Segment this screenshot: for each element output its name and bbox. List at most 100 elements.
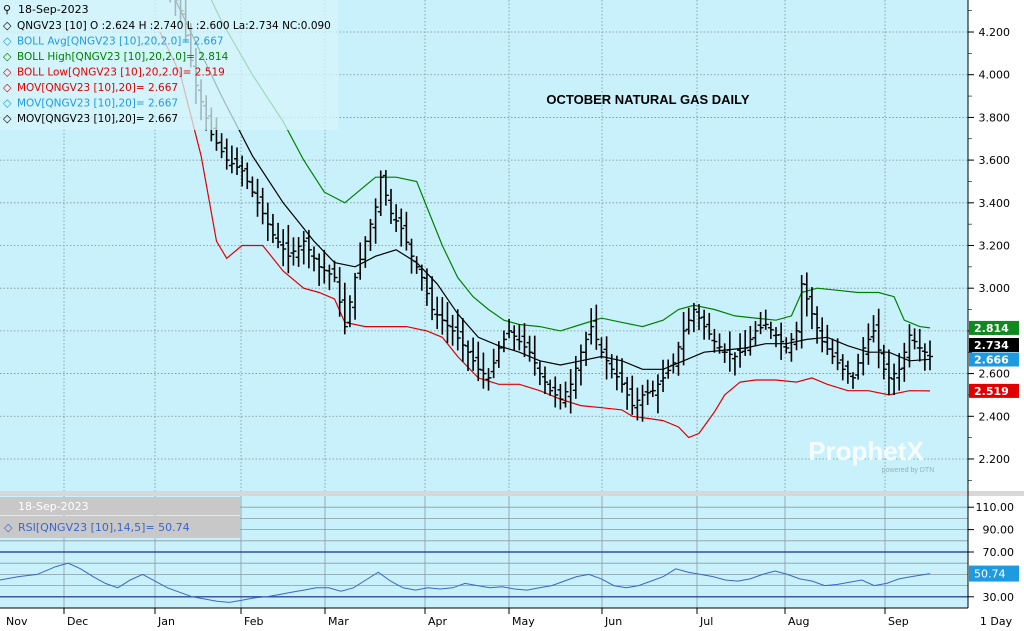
price-bar (521, 323, 528, 358)
magnifier-icon: ⚲ (3, 4, 11, 16)
price-bar (531, 335, 538, 376)
price-bar (762, 309, 769, 330)
price-bar (752, 321, 759, 347)
price-bar (465, 340, 471, 372)
price-bar (418, 264, 425, 291)
price-bar (295, 237, 302, 267)
price-bar (788, 332, 795, 362)
price-bar (341, 282, 348, 335)
price-tick-label: 2.400 (979, 410, 1011, 423)
price-bar (377, 170, 384, 217)
rsi-series (0, 562, 931, 603)
panel-separator[interactable] (0, 491, 1024, 496)
price-bar (603, 336, 610, 380)
month-label: Jan (157, 615, 175, 628)
rsi-last-value-badge (969, 565, 1019, 582)
price-bar (860, 337, 867, 376)
price-bar (459, 317, 466, 362)
price-bar (834, 338, 841, 371)
legend-entry: BOLL Low[QNGV23 [10],20,2.0]= 2.519 (17, 67, 225, 79)
right-axis-panel (968, 0, 1024, 631)
price-bar (408, 238, 415, 274)
legend-entry: MOV[QNGV23 [10],20]= 2.667 (17, 98, 178, 110)
price-bar (726, 331, 733, 372)
price-bar (731, 352, 738, 376)
price-bar (660, 359, 667, 393)
price-bar (290, 237, 297, 266)
price-bar (690, 302, 697, 333)
price-bar (783, 337, 790, 354)
price-bar (608, 354, 615, 379)
price-bar (552, 376, 559, 408)
price-tick-label: 4.200 (979, 26, 1011, 39)
price-bar (423, 268, 430, 306)
last-value-badge (969, 352, 1019, 367)
last-value-badge (969, 383, 1019, 398)
price-bar (567, 369, 574, 414)
price-bar (280, 229, 287, 267)
month-label: Nov (6, 615, 28, 628)
price-bar (542, 366, 548, 395)
price-bar (634, 387, 641, 421)
price-bar (613, 355, 620, 391)
price-bar (588, 308, 595, 345)
price-bar (706, 312, 713, 340)
price-bar (654, 374, 661, 414)
price-bar (249, 176, 256, 198)
month-label: Dec (67, 615, 88, 628)
price-bar (711, 328, 718, 353)
rsi-diamond-icon: ◇ (4, 522, 13, 534)
legend-entry: QNGV23 [10] O :2.624 H :2.740 L :2.600 L… (17, 20, 331, 32)
legend-entry: BOLL High[QNGV23 [10],20,2.0]= 2.814 (17, 51, 229, 63)
price-bar (583, 331, 590, 366)
price-bar (850, 372, 856, 389)
price-bar (500, 330, 507, 353)
price-bar (346, 295, 353, 328)
price-bar (485, 368, 492, 391)
interval-label[interactable]: 1 Day (980, 615, 1013, 628)
price-bar (757, 311, 764, 335)
last-value-text: 2.814 (974, 322, 1009, 335)
month-label: Sep (888, 615, 909, 628)
legend-entry: MOV[QNGV23 [10],20]= 2.667 (17, 82, 178, 94)
watermark-sub: powered by DTN (882, 467, 935, 474)
legend: 18-Sep-2023 ⚲ ◇ QNGV23 [10] O :2.624 H :2.7… (3, 3, 331, 125)
month-label: Aug (788, 615, 809, 628)
month-axis: Nov Dec Jan Feb Mar Apr May Jun Jul Aug Sep (0, 0, 969, 628)
rsi-last-value-text: 50.74 (974, 568, 1006, 581)
price-tick-label: 3.200 (979, 240, 1011, 253)
price-bar (629, 375, 636, 415)
price-bar (429, 276, 436, 321)
price-bar (880, 344, 887, 380)
rsi-tick-label: 110.00 (976, 501, 1015, 514)
price-bar (844, 360, 851, 384)
price-tick-label: 3.800 (979, 111, 1011, 124)
price-bar (562, 381, 569, 408)
price-bar (906, 324, 913, 368)
price-tick-label: 2.600 (979, 368, 1011, 381)
price-bar (891, 363, 898, 396)
price-bar (721, 343, 728, 363)
price-bar (393, 204, 400, 232)
month-label: Feb (244, 615, 263, 628)
price-bar (875, 308, 882, 369)
series-line-boll-avg (174, 0, 931, 370)
price-bar (639, 384, 646, 422)
price-bar (547, 379, 554, 396)
legend-diamond-icon: ◇ (3, 113, 12, 125)
legend-diamond-icon: ◇ (3, 20, 12, 32)
price-bar (870, 315, 877, 343)
legend-diamond-icon: ◇ (3, 67, 12, 79)
rsi-header-label-box (0, 516, 240, 538)
rsi-header-text: RSI[QNGV23 [10],14,5]= 50.74 (18, 521, 190, 534)
price-bar (516, 324, 523, 351)
rsi-header-date: 18-Sep-2023 (18, 500, 89, 513)
price-bar (803, 272, 810, 317)
price-bar (814, 306, 821, 344)
legend-diamond-icon: ◇ (3, 82, 12, 94)
price-bar (234, 147, 240, 176)
price-bar (885, 349, 892, 396)
price-bar (557, 383, 564, 410)
header-date: 18-Sep-2023 (18, 3, 89, 16)
price-bar (747, 325, 754, 356)
